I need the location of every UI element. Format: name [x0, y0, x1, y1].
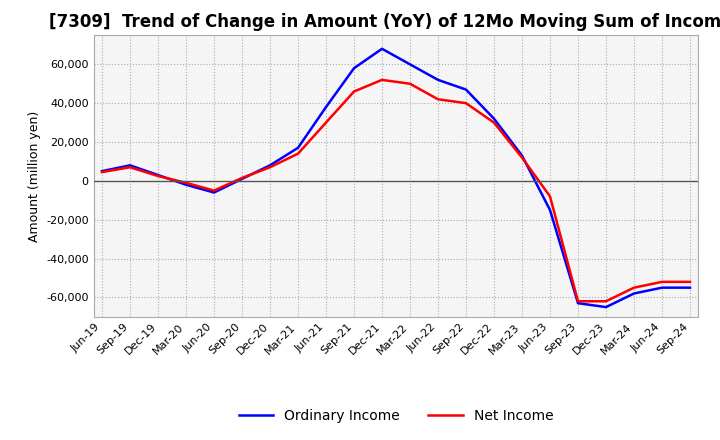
Net Income [294, 151, 302, 156]
Line: Net Income: Net Income [102, 80, 690, 301]
Net Income [657, 279, 666, 285]
Title: [7309]  Trend of Change in Amount (YoY) of 12Mo Moving Sum of Incomes: [7309] Trend of Change in Amount (YoY) o… [49, 13, 720, 31]
Net Income [433, 97, 442, 102]
Net Income [98, 169, 107, 175]
Ordinary Income [294, 145, 302, 150]
Ordinary Income [630, 291, 639, 296]
Net Income [350, 89, 359, 94]
Net Income [685, 279, 694, 285]
Net Income [238, 175, 246, 180]
Ordinary Income [405, 62, 414, 67]
Ordinary Income [238, 176, 246, 182]
Net Income [462, 100, 470, 106]
Ordinary Income [490, 116, 498, 121]
Net Income [322, 120, 330, 125]
Ordinary Income [433, 77, 442, 83]
Legend: Ordinary Income, Net Income: Ordinary Income, Net Income [233, 403, 559, 428]
Ordinary Income [602, 304, 611, 310]
Net Income [405, 81, 414, 86]
Ordinary Income [153, 172, 162, 178]
Net Income [574, 299, 582, 304]
Net Income [181, 180, 190, 185]
Ordinary Income [574, 301, 582, 306]
Line: Ordinary Income: Ordinary Income [102, 49, 690, 307]
Net Income [266, 165, 274, 170]
Ordinary Income [546, 207, 554, 213]
Net Income [546, 194, 554, 199]
Y-axis label: Amount (million yen): Amount (million yen) [27, 110, 40, 242]
Ordinary Income [322, 104, 330, 110]
Ordinary Income [518, 153, 526, 158]
Net Income [126, 165, 135, 170]
Ordinary Income [350, 66, 359, 71]
Net Income [378, 77, 387, 83]
Net Income [518, 155, 526, 160]
Net Income [153, 173, 162, 179]
Ordinary Income [462, 87, 470, 92]
Net Income [210, 188, 218, 193]
Ordinary Income [685, 285, 694, 290]
Net Income [630, 285, 639, 290]
Net Income [490, 120, 498, 125]
Ordinary Income [98, 169, 107, 174]
Ordinary Income [266, 163, 274, 168]
Ordinary Income [378, 46, 387, 51]
Net Income [602, 299, 611, 304]
Ordinary Income [657, 285, 666, 290]
Ordinary Income [181, 182, 190, 187]
Ordinary Income [210, 190, 218, 195]
Ordinary Income [126, 163, 135, 168]
